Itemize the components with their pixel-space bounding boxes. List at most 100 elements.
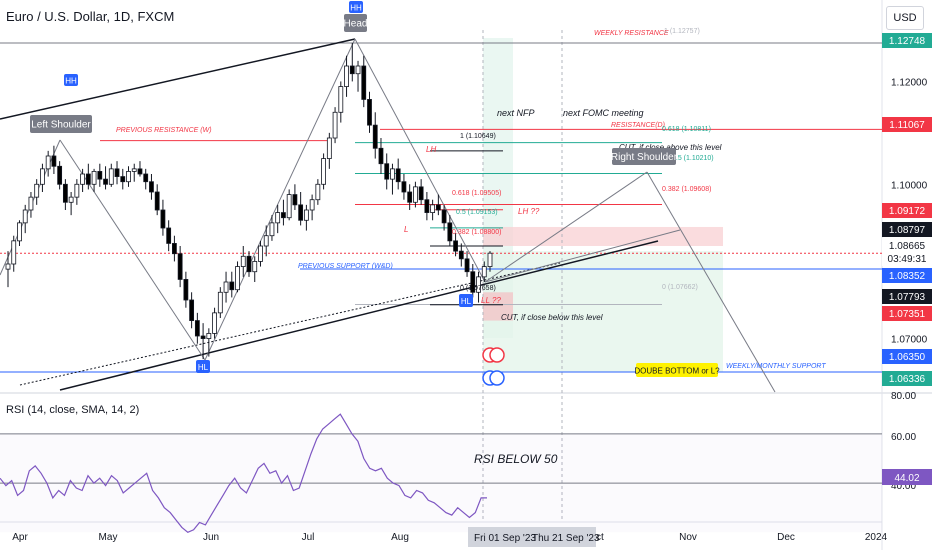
candle-body bbox=[5, 263, 11, 270]
candle-body bbox=[441, 209, 447, 224]
candle-body bbox=[424, 199, 430, 213]
candle-body bbox=[258, 245, 263, 262]
time-highlight-1: Thu 21 Sep '23 bbox=[532, 533, 600, 544]
price-badge-text: 1.12748 bbox=[889, 36, 926, 47]
candle-body bbox=[476, 276, 481, 293]
hl-label-bottom-bg bbox=[196, 360, 210, 373]
pattern-line-2 bbox=[59, 139, 206, 361]
neckline-dotted bbox=[19, 262, 561, 386]
fib-small-label-0: 0 (1.07658) bbox=[460, 285, 496, 292]
candle-body bbox=[154, 191, 160, 211]
note-next-fomc: next FOMC meeting bbox=[563, 108, 644, 118]
candle-body bbox=[298, 204, 304, 221]
candle-body bbox=[212, 312, 217, 334]
candle-41 bbox=[240, 246, 246, 277]
candle-68 bbox=[395, 158, 401, 190]
candle-24 bbox=[143, 168, 149, 190]
candle-body bbox=[62, 183, 68, 203]
candle-body bbox=[458, 250, 464, 260]
candle-body bbox=[91, 171, 97, 185]
label-lh-question: LH ?? bbox=[518, 207, 540, 216]
candle-31 bbox=[183, 271, 189, 308]
candle-45 bbox=[263, 225, 269, 257]
price-tick-2: 1.07000 bbox=[891, 335, 928, 346]
candle-40 bbox=[235, 261, 240, 293]
rsi-tick-1: 60.00 bbox=[891, 432, 916, 443]
candle-77 bbox=[447, 215, 453, 246]
candle-body bbox=[390, 168, 395, 180]
candle-28 bbox=[166, 220, 172, 252]
fib-label-0: 0 (1.07662) bbox=[662, 284, 698, 291]
candle-81 bbox=[470, 264, 476, 298]
candle-82 bbox=[476, 271, 481, 303]
candle-body bbox=[470, 271, 476, 293]
price-badge-0: 1.12748 bbox=[882, 33, 932, 48]
candle-23 bbox=[137, 161, 143, 177]
price-badge-bg bbox=[882, 222, 932, 237]
candle-body bbox=[309, 199, 315, 211]
time-label-6: Nov bbox=[679, 532, 697, 543]
candle-body bbox=[17, 222, 22, 242]
candle-48 bbox=[281, 199, 286, 226]
hh-label-left-text: HH bbox=[65, 77, 77, 86]
label-l: L bbox=[404, 225, 408, 234]
candle-body bbox=[453, 240, 458, 252]
candle-71 bbox=[413, 181, 418, 208]
candle-64 bbox=[372, 112, 378, 159]
candle-21 bbox=[126, 166, 131, 187]
hl-label-bottom: HL bbox=[196, 360, 210, 373]
rsi-note: RSI BELOW 50 bbox=[474, 452, 558, 466]
label-lh: LH bbox=[426, 145, 436, 154]
rsi-panel: RSI (14, close, SMA, 14, 2) RSI BELOW 50 bbox=[0, 404, 882, 533]
price-badge-10: 1.06336 bbox=[882, 371, 932, 386]
candle-22 bbox=[131, 163, 137, 182]
candle-body bbox=[378, 147, 384, 165]
candle-body bbox=[172, 243, 177, 255]
candle-body bbox=[344, 65, 349, 87]
currency-button[interactable]: USD bbox=[886, 6, 924, 30]
candle-body bbox=[149, 181, 154, 193]
fib-small-label-1: 1 (1.10649) bbox=[460, 133, 496, 140]
candle-body bbox=[263, 235, 269, 247]
candle-16 bbox=[97, 163, 103, 187]
hh-label-left-bg bbox=[64, 74, 78, 86]
candle-body bbox=[114, 168, 120, 177]
rsi-badge: 44.02 bbox=[894, 473, 919, 484]
candle-26 bbox=[154, 184, 160, 216]
time-label-3: Jul bbox=[302, 532, 315, 543]
candle-29 bbox=[172, 235, 177, 262]
candle-body bbox=[481, 266, 487, 278]
candle-body bbox=[372, 124, 378, 149]
drawings bbox=[0, 38, 882, 393]
candle-47 bbox=[275, 204, 281, 234]
candle-70 bbox=[407, 184, 413, 210]
candle-80 bbox=[464, 251, 470, 277]
fib-label-1: 1 (1.12757) bbox=[664, 28, 700, 35]
price-badge-bg bbox=[882, 238, 932, 253]
candle-52 bbox=[303, 204, 309, 231]
label-weekly-monthly-support: WEEKLY/MONTHLY SUPPORT bbox=[726, 363, 826, 370]
fib-small-label-0382: 0.382 (1.08800) bbox=[452, 229, 501, 236]
price-badge-bg bbox=[882, 268, 932, 283]
candle-11 bbox=[68, 192, 74, 216]
candle-body bbox=[131, 168, 137, 172]
price-badge-text: 1.08352 bbox=[889, 271, 926, 282]
price-badge-text: 1.07793 bbox=[889, 292, 926, 303]
hl-label-mid: HL bbox=[459, 294, 473, 307]
fib-label-05: 0.5 (1.10210) bbox=[672, 155, 714, 162]
price-badge-text: 1.08797 bbox=[889, 225, 926, 236]
candle-body bbox=[367, 99, 372, 126]
candle-66 bbox=[384, 153, 390, 190]
note-next-nfp: next NFP bbox=[497, 108, 535, 118]
candle-13 bbox=[80, 168, 85, 192]
price-badge-3: 1.08797 bbox=[882, 222, 932, 237]
candle-body bbox=[74, 183, 80, 198]
candle-32 bbox=[189, 292, 195, 329]
candle-body bbox=[235, 266, 240, 291]
candle-body bbox=[229, 281, 235, 291]
candle-body bbox=[401, 181, 407, 193]
price-badge-text: 1.09172 bbox=[889, 206, 926, 217]
candle-body bbox=[430, 204, 436, 213]
candle-body bbox=[240, 255, 246, 267]
